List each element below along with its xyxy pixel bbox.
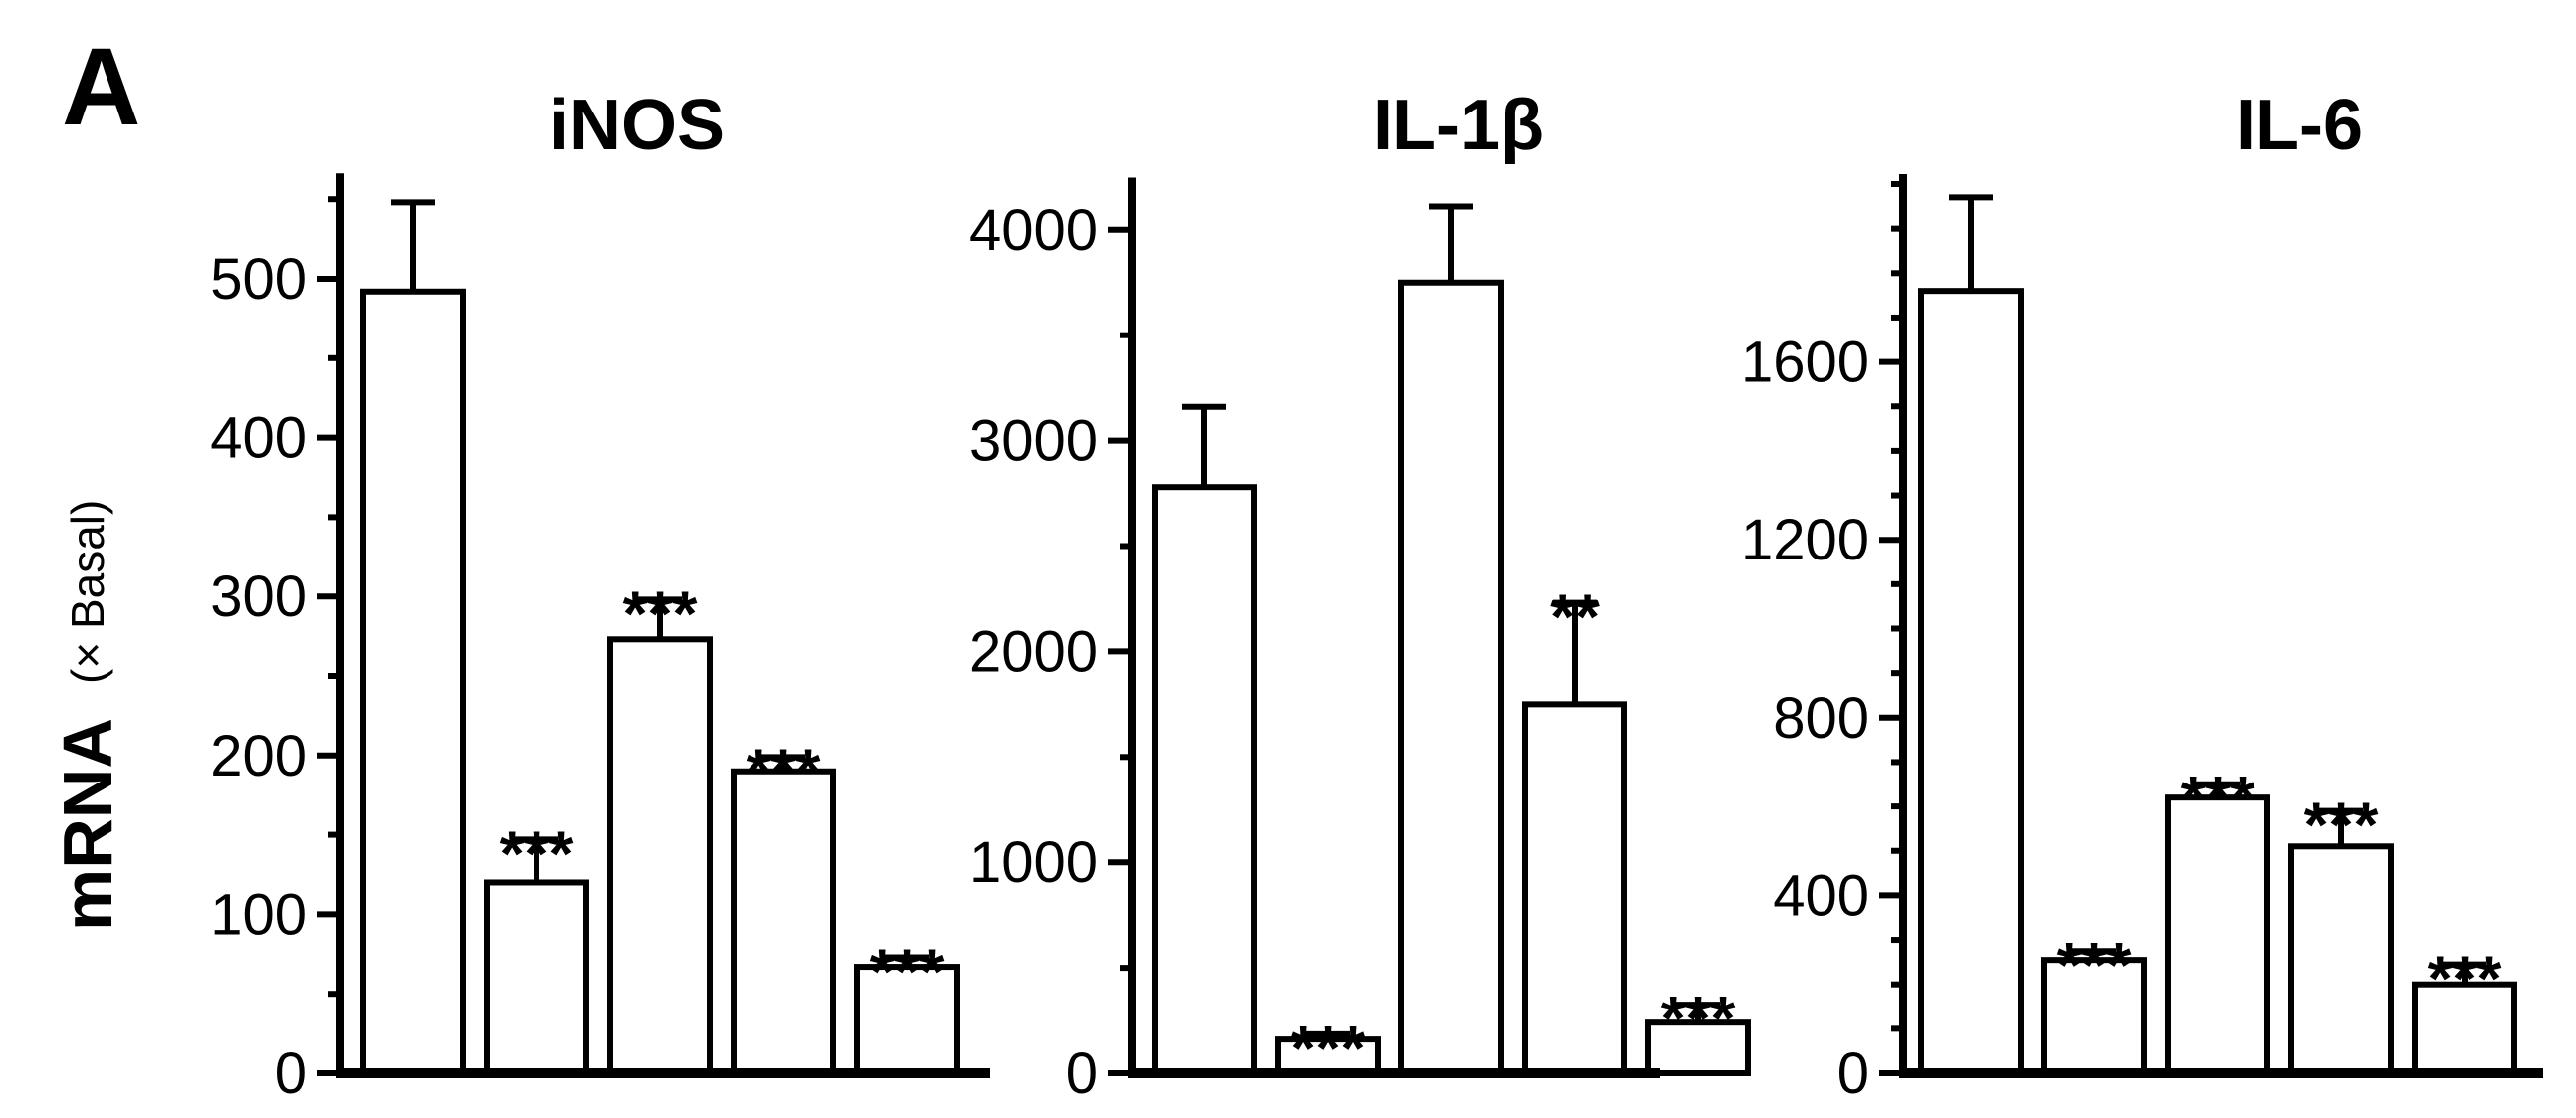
bar <box>2288 843 2394 1076</box>
charts: iNOS************0100200300400500IL-1β***… <box>210 86 2543 1106</box>
y-tick-label: 400 <box>1773 863 1869 928</box>
bar <box>854 964 960 1076</box>
significance-label: *** <box>747 735 821 806</box>
panel-label: A <box>62 26 140 148</box>
y-tick-label: 1200 <box>1741 508 1869 572</box>
y-tick-label: 800 <box>1773 686 1869 751</box>
significance-label: *** <box>623 577 698 649</box>
y-tick-label: 3000 <box>969 409 1098 474</box>
significance-label: *** <box>2304 789 2379 861</box>
bar <box>607 636 713 1076</box>
chart-1: iNOS *** *** *** *** 0 100 200 300 400 500 <box>210 86 990 1106</box>
y-tick-label: 0 <box>1066 1041 1098 1106</box>
y-tick-label: 2000 <box>969 619 1098 684</box>
significance-label: *** <box>2428 943 2502 1014</box>
y-tick-label: 400 <box>210 406 307 471</box>
y-axis-label-unit: (× Basal) <box>62 500 113 684</box>
bar <box>1522 701 1627 1076</box>
significance-label: *** <box>2181 763 2255 834</box>
chart-3: IL-6 *** *** *** *** 0 400 800 1200 1600 <box>1741 86 2543 1106</box>
bar <box>2041 957 2147 1077</box>
y-tick-label: 300 <box>210 564 307 629</box>
bar <box>1152 484 1257 1077</box>
y-tick-label: 0 <box>275 1041 307 1106</box>
y-tick-label: 1600 <box>1741 331 1869 395</box>
bar <box>1645 1019 1751 1076</box>
significance-label: *** <box>500 817 574 889</box>
bar <box>2412 981 2517 1077</box>
chart-title: IL-6 <box>2236 86 2363 165</box>
y-tick-label: 4000 <box>969 198 1098 263</box>
bar <box>360 288 466 1076</box>
significance-label: *** <box>870 935 945 1006</box>
y-tick-label: 100 <box>210 882 307 947</box>
bar <box>484 879 589 1076</box>
bar <box>1398 279 1504 1076</box>
y-tick-label: 0 <box>1837 1041 1869 1106</box>
y-axis-label: mRNA (× Basal) <box>49 500 126 931</box>
y-axis-label-main: mRNA <box>49 718 126 931</box>
significance-label: *** <box>2057 929 2132 1001</box>
chart-title: IL-1β <box>1373 86 1544 165</box>
y-tick-label: 200 <box>210 724 307 788</box>
y-tick-label: 500 <box>210 247 307 312</box>
significance-label: ** <box>1550 581 1600 653</box>
bar <box>2165 794 2270 1076</box>
chart-title: iNOS <box>549 86 725 165</box>
bar <box>1918 288 2024 1077</box>
significance-label: *** <box>1661 983 1736 1054</box>
y-tick-label: 1000 <box>969 830 1098 895</box>
bar <box>731 768 836 1076</box>
